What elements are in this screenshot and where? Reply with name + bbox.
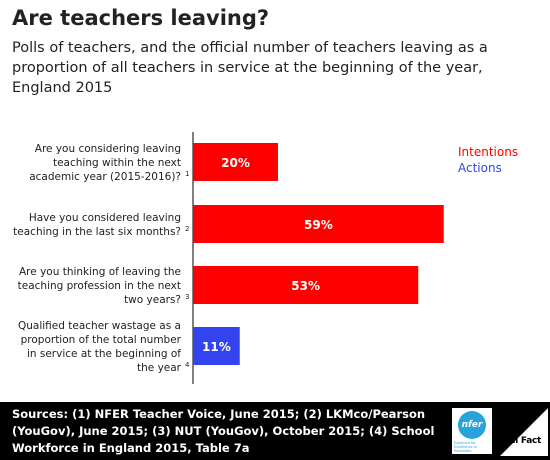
fullfact-logo-text: Full Fact [501,436,542,446]
bar-3 [193,266,419,304]
category-note-3: 3 [185,293,189,301]
nfer-tagline: Evidence for Excellence in Education [454,441,477,453]
bar-chart: 20% 59% 53% 11% Are you considering leaving… [13,132,518,384]
category-label-3-line-2: teaching profession in the next [18,280,181,292]
bar-1 [193,143,278,181]
category-label-2-line-2: teaching in the last six months? [13,226,181,238]
legend-actions: Actions [458,161,502,175]
category-labels-group: Are you considering leaving teaching with… [13,143,190,374]
legend-group: Intentions Actions [458,145,518,175]
footer: Sources: (1) NFER Teacher Voice, June 20… [0,402,550,460]
nfer-logo: nfer Evidence for Excellence in Educatio… [452,408,492,454]
bar-4 [193,327,240,365]
bar-value-label-4: 11% [202,340,231,354]
category-label-4-line-1: Qualified teacher wastage as a [18,320,181,332]
category-note-2: 2 [185,225,189,233]
category-label-3-line-1: Are you thinking of leaving the [19,266,181,278]
bar-value-label-1: 20% [221,156,250,170]
bar-value-label-3: 53% [291,279,320,293]
category-label-4-line-3: in service at the beginning of [27,348,181,360]
chart-subtitle: Polls of teachers, and the official numb… [12,40,488,96]
category-label-1-line-2: teaching within the next [53,157,181,169]
nfer-logo-mark: nfer [458,411,486,439]
fullfact-logo [500,408,548,456]
chart-title: Are teachers leaving? [12,6,270,30]
category-note-4: 4 [185,361,190,369]
bar-value-label-2: 59% [304,218,333,232]
bar-2 [193,205,444,243]
legend-intentions: Intentions [458,145,518,159]
category-label-4-line-2: proportion of the total number [21,334,182,346]
category-label-2-line-1: Have you considered leaving [29,212,181,224]
category-label-1-line-1: Are you considering leaving [35,143,181,155]
category-label-3-line-3: two years? [124,294,181,306]
category-label-1-line-3: academic year (2015-2016)? [29,171,181,183]
category-note-1: 1 [185,170,189,178]
bars-group: 20% 59% 53% 11% [193,143,444,365]
sources-text: Sources: (1) NFER Teacher Voice, June 20… [12,407,435,455]
category-label-4-line-4: the year [137,362,182,374]
